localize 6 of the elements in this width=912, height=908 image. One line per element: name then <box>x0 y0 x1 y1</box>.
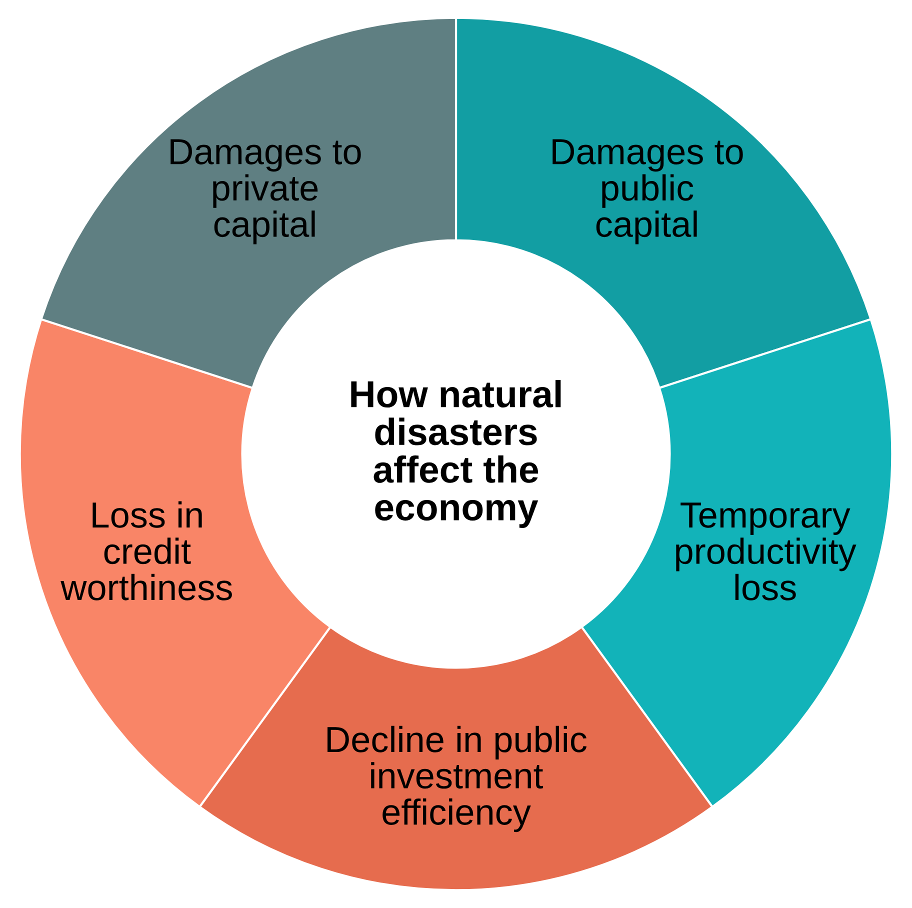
slice-label: Damages to public capital <box>552 139 743 244</box>
slice-label: Decline in public investment efficiency <box>327 726 587 832</box>
text: How natural disasters affect the economy <box>351 380 561 528</box>
slice-label: Loss in credit worthiness <box>60 501 232 600</box>
slice-label: Temporary productivity loss <box>676 502 856 600</box>
slice-label: Damages to private capital <box>170 139 361 244</box>
